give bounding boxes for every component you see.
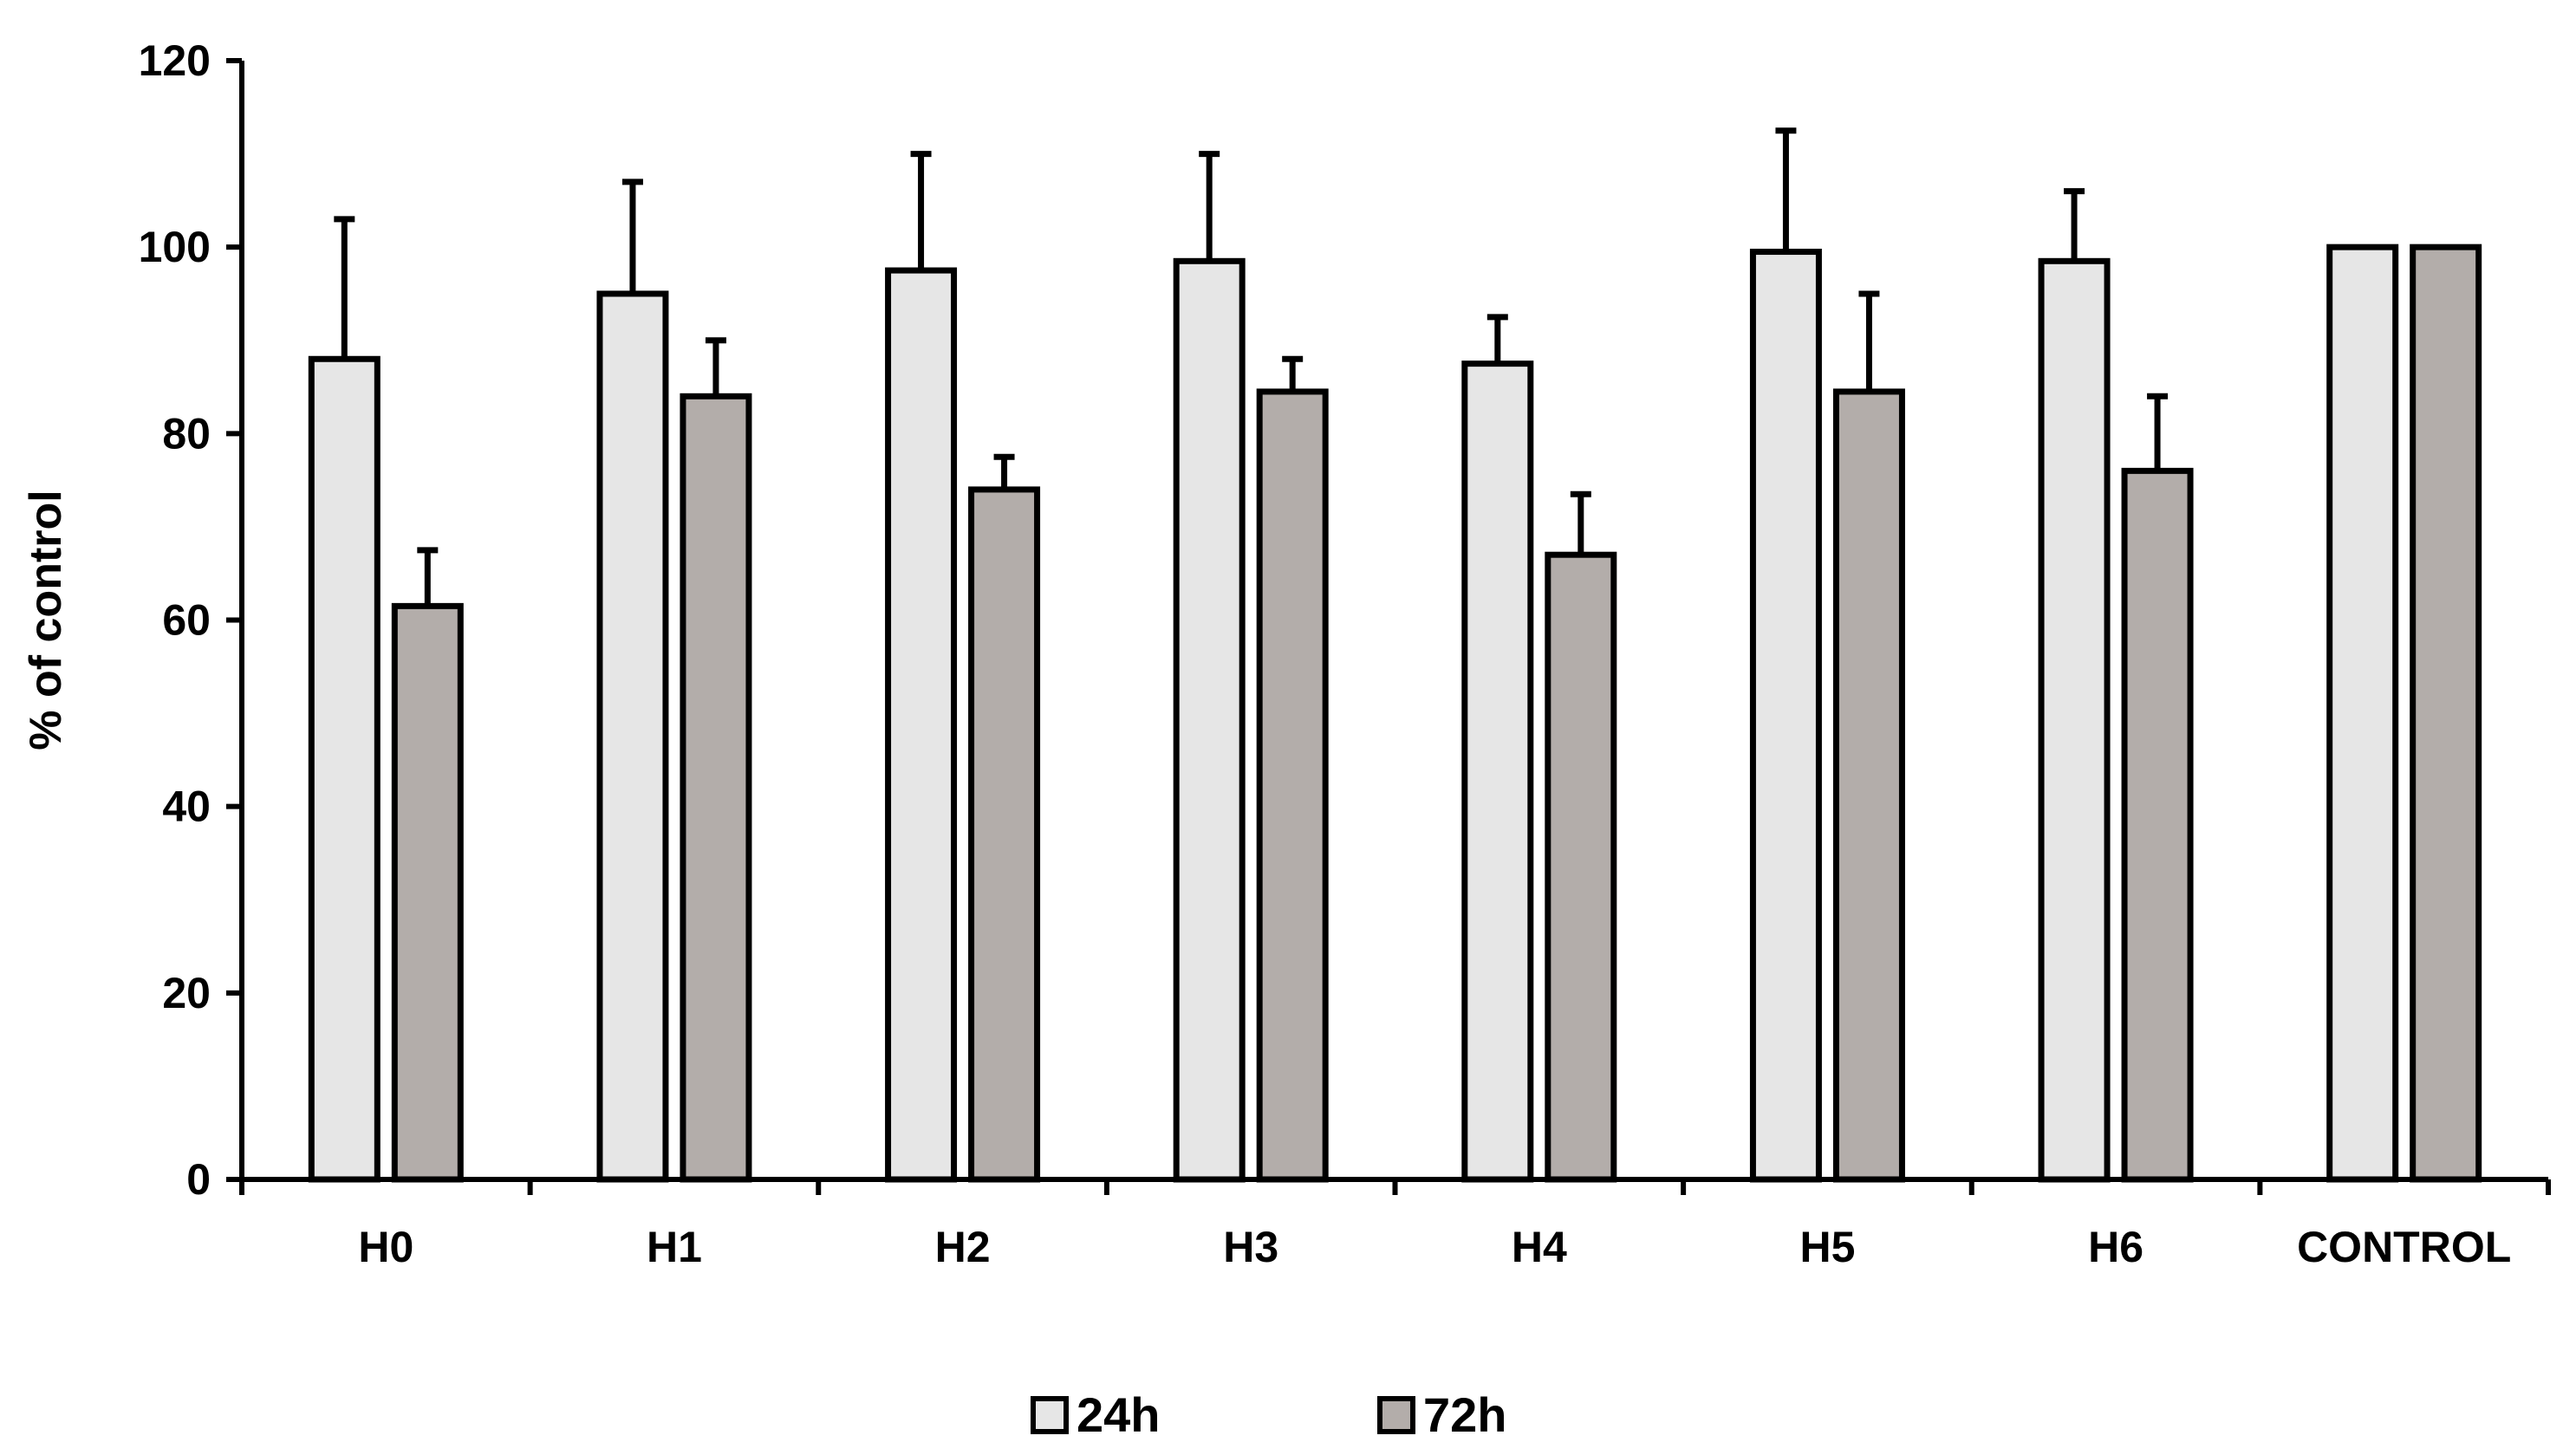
bar-24h-H5 — [1749, 249, 1822, 1183]
legend-label-24h: 24h — [1077, 1387, 1161, 1442]
bar-72h-H3 — [1256, 388, 1329, 1183]
y-tick-label: 100 — [139, 223, 211, 271]
bar-72h-H4 — [1545, 551, 1617, 1183]
x-tick-label: H3 — [1223, 1223, 1278, 1271]
bar-72h-H1 — [680, 393, 752, 1183]
bar-24h-H6 — [2038, 257, 2111, 1183]
bar-24h-CONTROL — [2326, 244, 2399, 1183]
y-tick-label: 0 — [186, 1155, 211, 1204]
bars-group — [308, 244, 2482, 1183]
bar-72h-H6 — [2121, 467, 2194, 1183]
bar-72h-H0 — [391, 602, 464, 1183]
legend-label-72h: 72h — [1423, 1387, 1507, 1442]
legend: 24h 72h — [1031, 1387, 1507, 1442]
y-axis: 0 20 40 60 80 100 120 — [139, 36, 244, 1204]
y-tick-label: 40 — [162, 783, 211, 831]
error-bars-group — [334, 127, 2169, 607]
x-tick-label: H4 — [1512, 1223, 1567, 1271]
y-tick-label: 60 — [162, 596, 211, 645]
y-axis-label: % of control — [21, 490, 71, 750]
bar-72h-CONTROL — [2410, 244, 2482, 1183]
legend-swatch-24h — [1031, 1396, 1069, 1434]
x-tick-label: H5 — [1799, 1223, 1855, 1271]
x-tick-label: H0 — [358, 1223, 413, 1271]
bar-72h-H2 — [968, 486, 1041, 1183]
y-tick-label: 20 — [162, 969, 211, 1017]
x-tick-label: H1 — [647, 1223, 702, 1271]
bar-24h-H0 — [308, 355, 381, 1183]
x-tick-label: H2 — [935, 1223, 991, 1271]
x-tick-label: CONTROL — [2297, 1223, 2511, 1271]
y-tick-label: 120 — [139, 36, 211, 85]
bar-24h-H3 — [1173, 257, 1246, 1183]
x-tick-label: H6 — [2088, 1223, 2143, 1271]
y-tick-label: 80 — [162, 409, 211, 458]
bar-24h-H1 — [596, 290, 669, 1183]
bar-24h-H4 — [1461, 361, 1534, 1183]
x-axis: H0 H1 H2 H3 H4 H5 H6 CONTROL — [239, 1177, 2551, 1271]
legend-swatch-72h — [1377, 1396, 1415, 1434]
bar-24h-H2 — [885, 267, 958, 1183]
bar-72h-H5 — [1832, 388, 1905, 1183]
